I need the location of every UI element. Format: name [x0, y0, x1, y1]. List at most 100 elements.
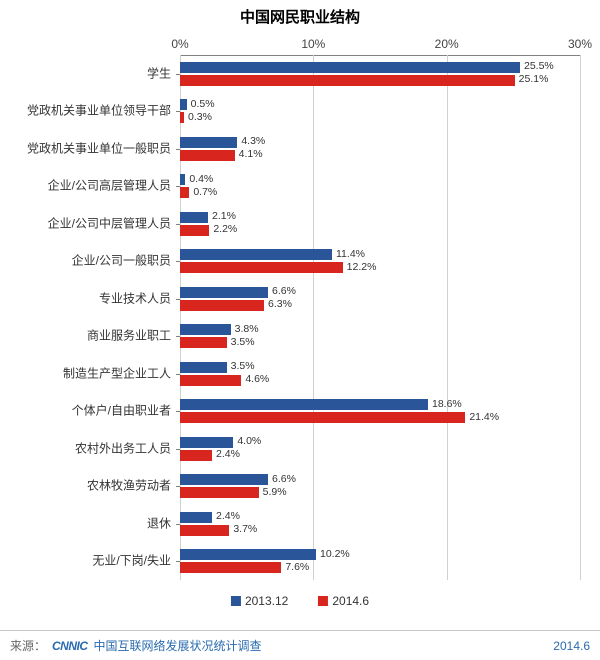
bar	[180, 75, 515, 86]
bar	[180, 362, 227, 373]
bar-value-label: 0.3%	[188, 111, 212, 123]
x-tick-label: 10%	[301, 37, 325, 51]
bar	[180, 474, 268, 485]
category-label: 个体户/自由职业者	[10, 405, 175, 418]
bar-value-label: 6.3%	[268, 298, 292, 310]
legend-item: 2014.6	[318, 594, 369, 608]
legend-label: 2014.6	[332, 594, 369, 608]
category-label: 企业/公司一般职员	[10, 255, 175, 268]
legend: 2013.12 2014.6	[231, 594, 369, 608]
category-row: 个体户/自由职业者18.6%21.4%	[180, 393, 580, 431]
x-tick-label: 20%	[435, 37, 459, 51]
bar-value-label: 2.4%	[216, 448, 240, 460]
bar-value-label: 4.6%	[245, 373, 269, 385]
bar-value-label: 0.7%	[193, 186, 217, 198]
category-row: 退休2.4%3.7%	[180, 505, 580, 543]
category-row: 党政机关事业单位一般职员4.3%4.1%	[180, 130, 580, 168]
category-label: 农村外出务工人员	[10, 442, 175, 455]
gridline	[580, 55, 581, 580]
bar	[180, 375, 241, 386]
category-label: 党政机关事业单位一般职员	[10, 142, 175, 155]
bar-value-label: 5.9%	[263, 486, 287, 498]
bar	[180, 437, 233, 448]
bar	[180, 212, 208, 223]
bar-value-label: 0.5%	[191, 98, 215, 110]
category-row: 农林牧渔劳动者6.6%5.9%	[180, 468, 580, 506]
bar	[180, 287, 268, 298]
bar-value-label: 4.0%	[237, 435, 261, 447]
bar-value-label: 25.1%	[519, 73, 549, 85]
bar	[180, 412, 465, 423]
bar	[180, 262, 343, 273]
plot-area: 0%10%20%30%学生25.5%25.1%党政机关事业单位领导干部0.5%0…	[180, 55, 580, 580]
source-text: 中国互联网络发展状况统计调查	[94, 637, 262, 654]
category-row: 企业/公司高层管理人员0.4%0.7%	[180, 168, 580, 206]
bar-value-label: 6.6%	[272, 285, 296, 297]
bar	[180, 249, 332, 260]
category-label: 学生	[10, 67, 175, 80]
bar	[180, 225, 209, 236]
category-label: 无业/下岗/失业	[10, 555, 175, 568]
category-label: 党政机关事业单位领导干部	[10, 105, 175, 118]
category-label: 农林牧渔劳动者	[10, 480, 175, 493]
bar-value-label: 4.1%	[239, 148, 263, 160]
footer: 来源： CNNIC 中国互联网络发展状况统计调查 2014.6	[0, 630, 600, 660]
bar-value-label: 2.1%	[212, 210, 236, 222]
bar-value-label: 3.7%	[233, 523, 257, 535]
bar	[180, 399, 428, 410]
category-row: 企业/公司中层管理人员2.1%2.2%	[180, 205, 580, 243]
bar-value-label: 21.4%	[469, 411, 499, 423]
footer-left: 来源： CNNIC 中国互联网络发展状况统计调查	[10, 637, 262, 654]
bar	[180, 337, 227, 348]
category-label: 退休	[10, 517, 175, 530]
bar-value-label: 3.5%	[231, 336, 255, 348]
category-row: 制造生产型企业工人3.5%4.6%	[180, 355, 580, 393]
source-logo: CNNIC	[52, 639, 88, 653]
x-tick-label: 0%	[171, 37, 188, 51]
category-label: 专业技术人员	[10, 292, 175, 305]
bar	[180, 525, 229, 536]
bar	[180, 137, 237, 148]
chart-area: 0%10%20%30%学生25.5%25.1%党政机关事业单位领导干部0.5%0…	[10, 30, 590, 610]
bar	[180, 62, 520, 73]
bar-value-label: 2.2%	[213, 223, 237, 235]
bar	[180, 562, 281, 573]
legend-swatch	[318, 596, 328, 606]
footer-date: 2014.6	[553, 639, 590, 653]
bar	[180, 300, 264, 311]
chart-container: 中国网民职业结构 0%10%20%30%学生25.5%25.1%党政机关事业单位…	[0, 0, 600, 660]
bar	[180, 174, 185, 185]
category-label: 企业/公司高层管理人员	[10, 180, 175, 193]
category-label: 企业/公司中层管理人员	[10, 217, 175, 230]
bar-value-label: 0.4%	[189, 173, 213, 185]
bar	[180, 150, 235, 161]
x-tick-label: 30%	[568, 37, 592, 51]
bar-value-label: 6.6%	[272, 473, 296, 485]
category-row: 农村外出务工人员4.0%2.4%	[180, 430, 580, 468]
category-label: 制造生产型企业工人	[10, 367, 175, 380]
bar	[180, 450, 212, 461]
bar	[180, 549, 316, 560]
category-row: 党政机关事业单位领导干部0.5%0.3%	[180, 93, 580, 131]
category-row: 企业/公司一般职员11.4%12.2%	[180, 243, 580, 281]
bar-value-label: 12.2%	[347, 261, 377, 273]
bar	[180, 187, 189, 198]
bar-value-label: 4.3%	[241, 135, 265, 147]
legend-swatch	[231, 596, 241, 606]
chart-title: 中国网民职业结构	[0, 0, 600, 27]
bar-value-label: 18.6%	[432, 398, 462, 410]
category-label: 商业服务业职工	[10, 330, 175, 343]
bar	[180, 112, 184, 123]
bar-value-label: 7.6%	[285, 561, 309, 573]
bar	[180, 487, 259, 498]
category-row: 商业服务业职工3.8%3.5%	[180, 318, 580, 356]
legend-label: 2013.12	[245, 594, 288, 608]
category-row: 学生25.5%25.1%	[180, 55, 580, 93]
bar	[180, 512, 212, 523]
bar-value-label: 11.4%	[336, 248, 365, 260]
bar-value-label: 3.5%	[231, 360, 255, 372]
category-row: 无业/下岗/失业10.2%7.6%	[180, 543, 580, 581]
bar	[180, 324, 231, 335]
bar-value-label: 25.5%	[524, 60, 554, 72]
bar-value-label: 3.8%	[235, 323, 259, 335]
